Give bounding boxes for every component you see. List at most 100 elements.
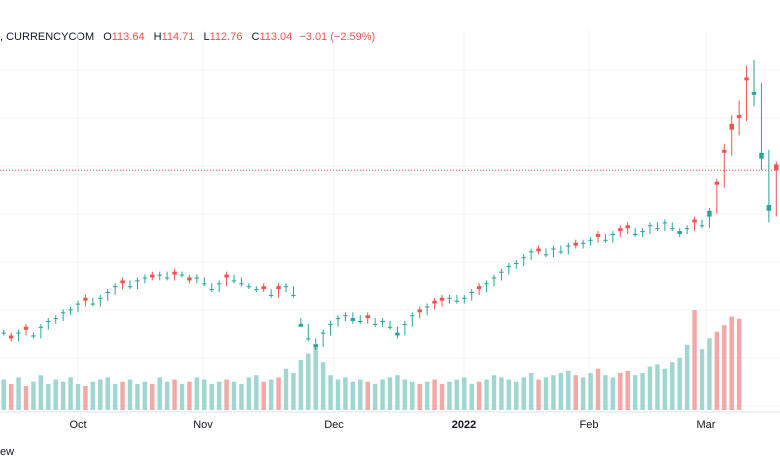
candle-body [662,222,668,224]
candle-body [343,315,348,317]
volume-bar [350,381,356,410]
candle-body [558,251,564,253]
volume-bar [677,357,682,410]
volume-bar [491,375,497,410]
candle-body [120,280,125,284]
symbol-label: , CURRENCYCOM [0,31,95,43]
volume-bar [729,316,734,410]
candle-body [543,254,549,256]
candle-body [135,280,140,282]
candle-body [499,271,504,273]
candle-body [744,77,749,81]
volume-bar [506,379,512,410]
candle-body [528,251,534,253]
x-tick-label: Mar [697,419,716,431]
volume-bar [662,368,668,410]
volume-bar [75,383,81,410]
candle-body [261,286,266,290]
volume-bar [439,383,445,410]
candle-body [454,300,460,302]
candle-body [573,242,578,246]
volume-bar [566,370,571,410]
volume-bar [246,377,252,410]
volume-bar [335,379,341,410]
candle-body [142,277,148,279]
volume-bar [358,379,363,410]
volume-bar [722,325,727,410]
volume-bar [588,373,593,410]
candle-body [224,274,229,278]
candle-body [231,280,237,282]
volume-bar [291,373,296,410]
volume-bar [328,375,333,410]
volume-bar [551,375,556,410]
volume-bar [699,349,705,410]
candle-body [216,283,222,285]
volume-bar [610,377,616,410]
candle-body [580,242,586,244]
volume-bar [194,377,200,410]
candle-body [328,323,333,325]
volume-bar [410,381,415,410]
volume-bar [127,379,133,410]
candle-body [306,338,311,340]
x-tick-label: Dec [324,419,344,431]
candle-body [68,309,73,311]
candlesticks [1,60,779,350]
volume-bar [172,379,177,410]
candle-body [684,228,690,230]
volume-bar [462,377,467,410]
candle-body [632,234,638,235]
candle-body [476,286,482,290]
volume-bar [98,379,103,410]
candle-body [90,303,96,305]
volume-bar [239,383,244,410]
candle-body [618,228,623,232]
candle-body [655,228,660,230]
volume-bar [202,379,207,410]
candle-body [395,332,400,336]
candle-body [536,248,541,252]
candle-body [283,286,289,288]
close-key: C [251,31,260,43]
candle-body [759,152,764,159]
candle-body [566,245,571,247]
candle-body [380,321,385,322]
candle-body [640,231,645,233]
volume-bar [313,344,318,410]
candle-body [46,321,51,322]
candle-body [417,309,422,313]
volume-bar [68,377,73,410]
candle-body [469,292,474,293]
candle-body [707,210,712,217]
candle-body [699,225,705,227]
volume-bar [736,318,742,410]
volume-bar [640,373,645,410]
volume-bar [298,360,304,410]
volume-bar [402,379,408,410]
candle-body [16,332,21,334]
candle-body [410,315,415,317]
candle-body [98,297,103,299]
candle-body [291,294,296,296]
x-tick-label: Oct [69,419,86,431]
volume-bar [514,381,519,410]
candle-body [774,164,779,171]
candle-body [402,323,408,325]
x-tick-label: Feb [580,419,599,431]
candle-body [194,277,200,279]
candle-body [105,292,110,293]
volume-bar [424,381,430,410]
candle-body [447,297,452,299]
candle-body [514,263,519,264]
candle-body [432,300,437,304]
candle-body [462,297,467,299]
candle-body [484,283,489,285]
volume-bar [707,338,712,410]
candle-body [157,274,162,276]
footer-text: ew [0,446,15,458]
candle-body [506,265,512,267]
volume-bar [283,368,289,410]
volume-bar [692,310,697,410]
